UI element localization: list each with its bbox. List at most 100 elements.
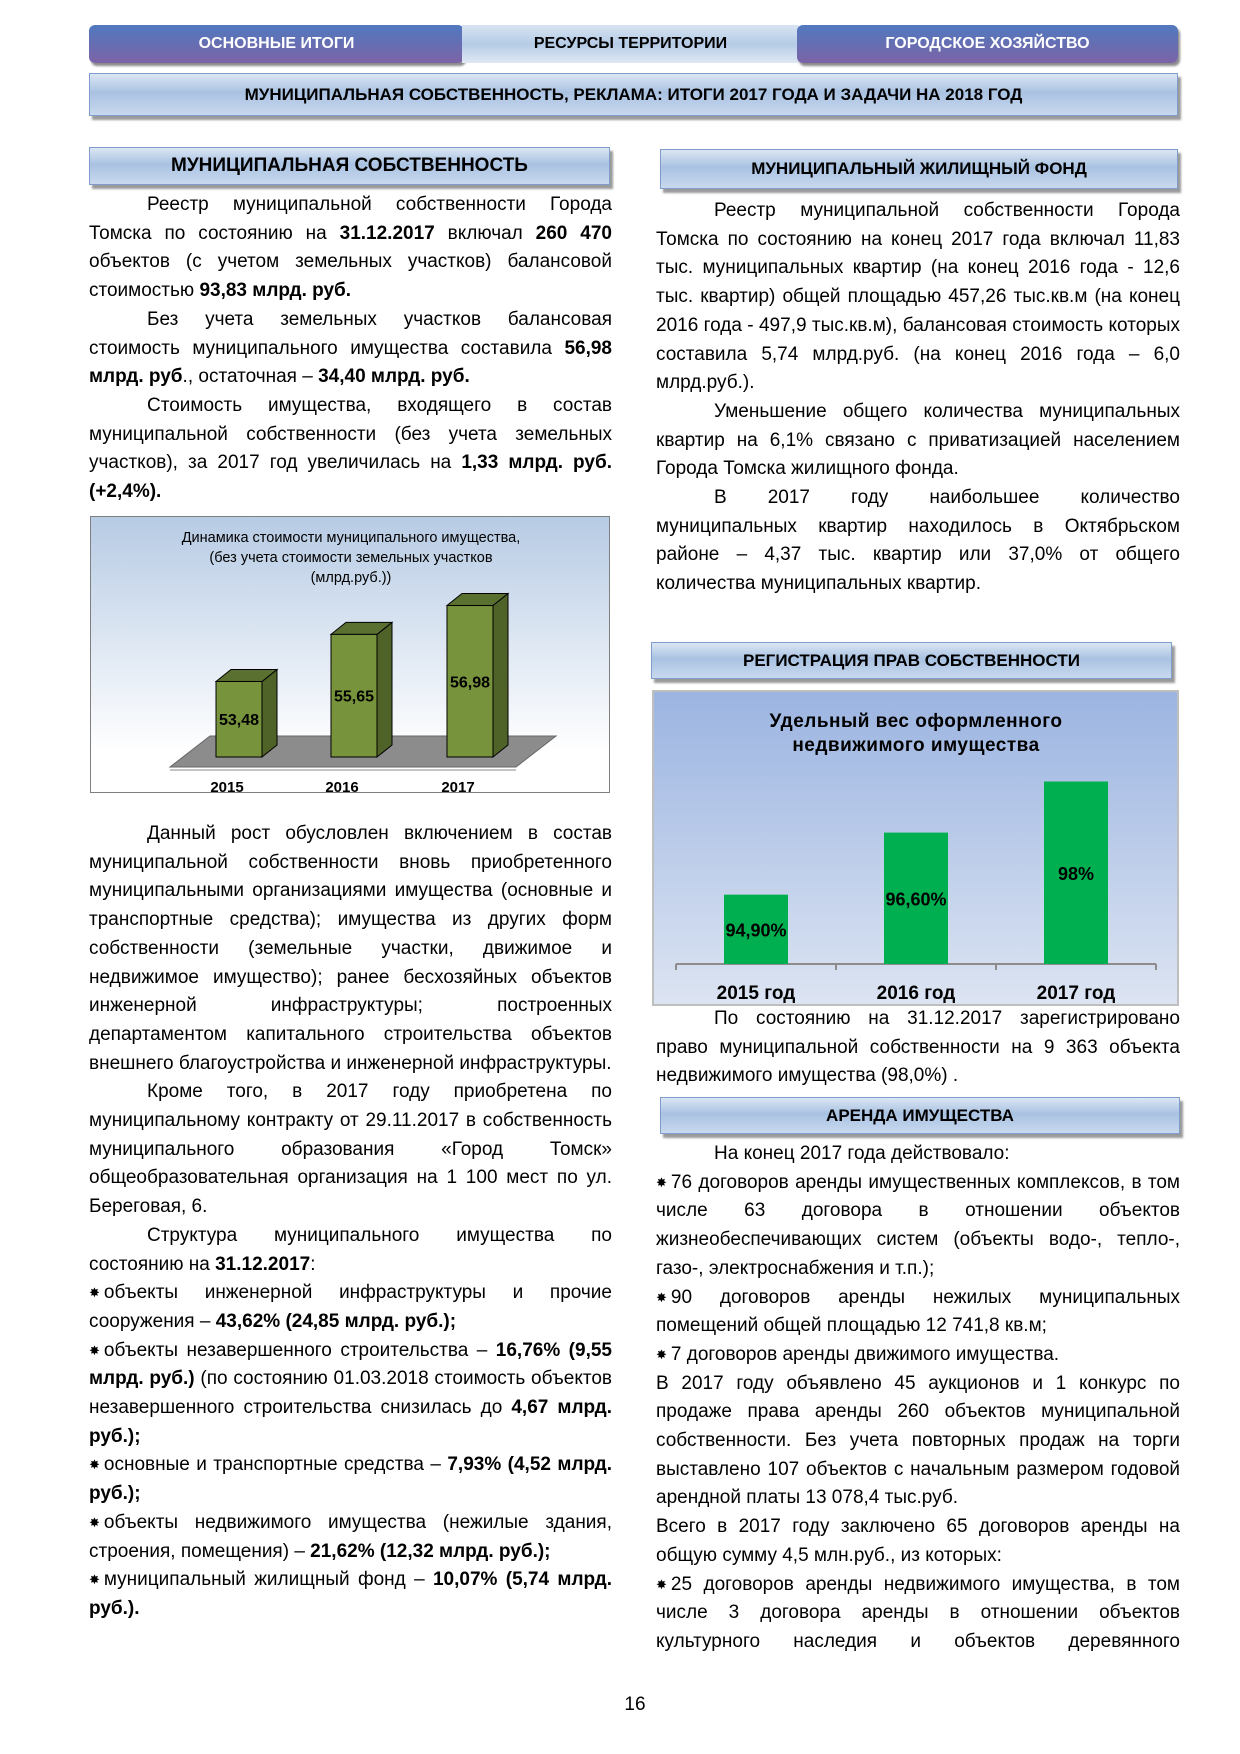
right-text-mid: По состоянию на 31.12.2017 зарегистриров… (656, 1005, 1180, 1091)
tab-main-results[interactable]: ОСНОВНЫЕ ИТОГИ (89, 25, 464, 63)
bold-text: 43,62% (24,85 млрд. руб.); (215, 1310, 457, 1332)
paragraph: Всего в 2017 году заключено 65 договоров… (656, 1513, 1180, 1570)
text: В 2017 году наибольшее количество муници… (656, 487, 1180, 595)
bullet-item: ✸ основные и транспортные средства – 7,93… (89, 1451, 612, 1508)
registration-chart-svg: Удельный вес оформленного недвижимого иму… (675, 711, 1157, 1004)
bullet-item: ✸ 25 договоров аренды недвижимого имущест… (656, 1571, 1180, 1657)
x-tick-label: 2016 год (877, 983, 956, 1004)
bar (330, 633, 378, 758)
paragraph: Без учета земельных участков балансовая … (89, 306, 612, 392)
paragraph: Реестр муниципальной собственности Город… (89, 191, 612, 306)
text: объекты инженерной инфраструктуры и проч… (89, 1282, 612, 1332)
paragraph: По состоянию на 31.12.2017 зарегистриров… (656, 1005, 1180, 1091)
heading-registration: РЕГИСТРАЦИЯ ПРАВ СОБСТВЕННОСТИ (651, 642, 1172, 679)
tab-territory-resources[interactable]: РЕСУРСЫ ТЕРРИТОРИИ (462, 25, 799, 63)
property-value-chart: Динамика стоимости муниципального имущес… (90, 516, 610, 796)
bold-text: 34,40 млрд. руб. (318, 366, 470, 388)
paragraph: Данный рост обусловлен включением в сост… (89, 820, 612, 1078)
bar (446, 605, 494, 758)
paragraph: В 2017 году объявлено 45 аукционов и 1 к… (656, 1370, 1180, 1514)
bold-text: 7,93% (4,52 млрд. руб.); (89, 1454, 612, 1505)
text: (по состоянию 01.03.2018 стоимость объек… (89, 1368, 612, 1419)
bold-text: 10,07% (5,74 млрд. руб.). (89, 1569, 612, 1619)
bold-text: 1,33 млрд. руб. (+2,4%). (89, 452, 612, 503)
text: Структура муниципального имущества по со… (89, 1224, 612, 1275)
bar-side (261, 668, 278, 759)
bold-text: 4,67 млрд. руб.); (89, 1397, 612, 1447)
bullet-item: ✸ 7 договоров аренды движимого имущества. (656, 1341, 1180, 1370)
property-value-chart-svg: Динамика стоимости муниципального имущес… (168, 530, 558, 796)
bar (1044, 781, 1108, 964)
bullet-icon: ✸ (89, 1514, 100, 1530)
bullet-icon: ✸ (89, 1285, 100, 1301)
text: Реестр муниципальной собственности Город… (656, 200, 1180, 394)
text: 7 договоров аренды движимого имущества. (670, 1343, 1060, 1365)
data-label: 56,98 (450, 674, 490, 691)
bullet-icon: ✸ (656, 1576, 667, 1592)
x-tick-label: 2017 (441, 779, 474, 794)
chart-title-line: недвижимого имущества (792, 735, 1039, 756)
heading-municipal-property: МУНИЦИПАЛЬНАЯ СОБСТВЕННОСТЬ (89, 147, 610, 185)
right-text-bottom: На конец 2017 года действовало: ✸ 76 догов… (656, 1140, 1180, 1657)
text: По состоянию на 31.12.2017 зарегистриров… (656, 1008, 1180, 1087)
bold-text: 16,76% (9,55 млрд. руб.) (89, 1339, 612, 1390)
bullet-icon: ✸ (656, 1174, 667, 1190)
bullet-icon: ✸ (656, 1346, 667, 1362)
bullet-item: ✸ объекты недвижимого имущества (нежилые … (89, 1509, 612, 1566)
bar (884, 832, 948, 964)
text: Стоимость имущества, входящего в состав … (89, 394, 612, 474)
bullet-item: ✸ объекты инженерной инфраструктуры и про… (89, 1279, 612, 1336)
text: объекты недвижимого имущества (нежилые з… (89, 1511, 612, 1562)
bar-side (492, 592, 509, 759)
bullet-item: ✸ муниципальный жилищный фонд – 10,07% (5… (89, 1566, 612, 1623)
bold-text: 56,98 млрд. руб (89, 337, 612, 388)
heading-housing-fund: МУНИЦИПАЛЬНЫЙ ЖИЛИЩНЫЙ ФОНД (660, 149, 1178, 189)
bold-text: 31.12.2017 (339, 222, 435, 244)
tab-city-economy[interactable]: ГОРОДСКОЕ ХОЗЯЙСТВО (797, 25, 1178, 63)
bullet-item: ✸ 76 договоров аренды имущественных компл… (656, 1169, 1180, 1284)
registration-chart: Удельный вес оформленного недвижимого иму… (652, 690, 1179, 1006)
bold-text: 260 470 (535, 222, 612, 244)
data-label: 55,65 (334, 689, 374, 706)
chart-title-line: Динамика стоимости муниципального имущес… (182, 530, 521, 546)
text: Реестр муниципальной собственности Город… (89, 194, 612, 244)
page-title: МУНИЦИПАЛЬНАЯ СОБСТВЕННОСТЬ, РЕКЛАМА: ИТ… (89, 73, 1178, 116)
data-label: 96,60% (885, 889, 946, 909)
paragraph: Реестр муниципальной собственности Город… (656, 197, 1180, 398)
heading-rent: АРЕНДА ИМУЩЕСТВА (660, 1097, 1180, 1134)
text: 25 договоров аренды недвижимого имуществ… (656, 1573, 1180, 1652)
paragraph: На конец 2017 года действовало: (656, 1140, 1180, 1169)
paragraph: Кроме того, в 2017 году приобретена по м… (89, 1078, 612, 1222)
text: 90 договоров аренды нежилых муниципальны… (656, 1286, 1180, 1337)
text: Данный рост обусловлен включением в сост… (89, 823, 612, 1074)
text: включал (434, 222, 536, 244)
text: На конец 2017 года действовало: (714, 1143, 1010, 1164)
x-tick-label: 2015 (210, 779, 243, 794)
text: : (310, 1253, 316, 1275)
text: объекты незавершенного строительства – (103, 1339, 496, 1361)
bullet-item: ✸ объекты незавершенного строительства – … (89, 1337, 612, 1452)
bullet-icon: ✸ (89, 1342, 100, 1358)
text: В 2017 году объявлено 45 аукционов и 1 к… (656, 1372, 1180, 1509)
bullet-icon: ✸ (656, 1289, 667, 1305)
data-label: 98% (1058, 864, 1094, 884)
text: 76 договоров аренды имущественных компле… (656, 1171, 1180, 1279)
text: основные и транспортные средства – (103, 1454, 448, 1476)
bold-text: 93,83 млрд. руб. (199, 280, 352, 302)
x-tick-label: 2017 год (1037, 983, 1116, 1004)
x-tick-label: 2015 год (717, 983, 796, 1004)
data-label: 94,90% (725, 920, 786, 940)
text: Кроме того, в 2017 году приобретена по м… (89, 1081, 612, 1218)
bold-text: 31.12.2017 (215, 1253, 311, 1275)
chart-title-line: Удельный вес оформленного (770, 711, 1063, 732)
chart-title-line: (без учета стоимости земельных участков (209, 550, 492, 566)
bar-side (376, 621, 393, 759)
bullet-icon: ✸ (89, 1457, 100, 1473)
text: ., остаточная – (182, 366, 319, 388)
x-tick-label: 2016 (325, 779, 358, 794)
bar (215, 680, 263, 758)
bold-text: 21,62% (12,32 млрд. руб.); (310, 1540, 551, 1562)
text: муниципальный жилищный фонд – (103, 1569, 433, 1591)
bar (724, 894, 788, 964)
paragraph: Структура муниципального имущества по со… (89, 1222, 612, 1279)
